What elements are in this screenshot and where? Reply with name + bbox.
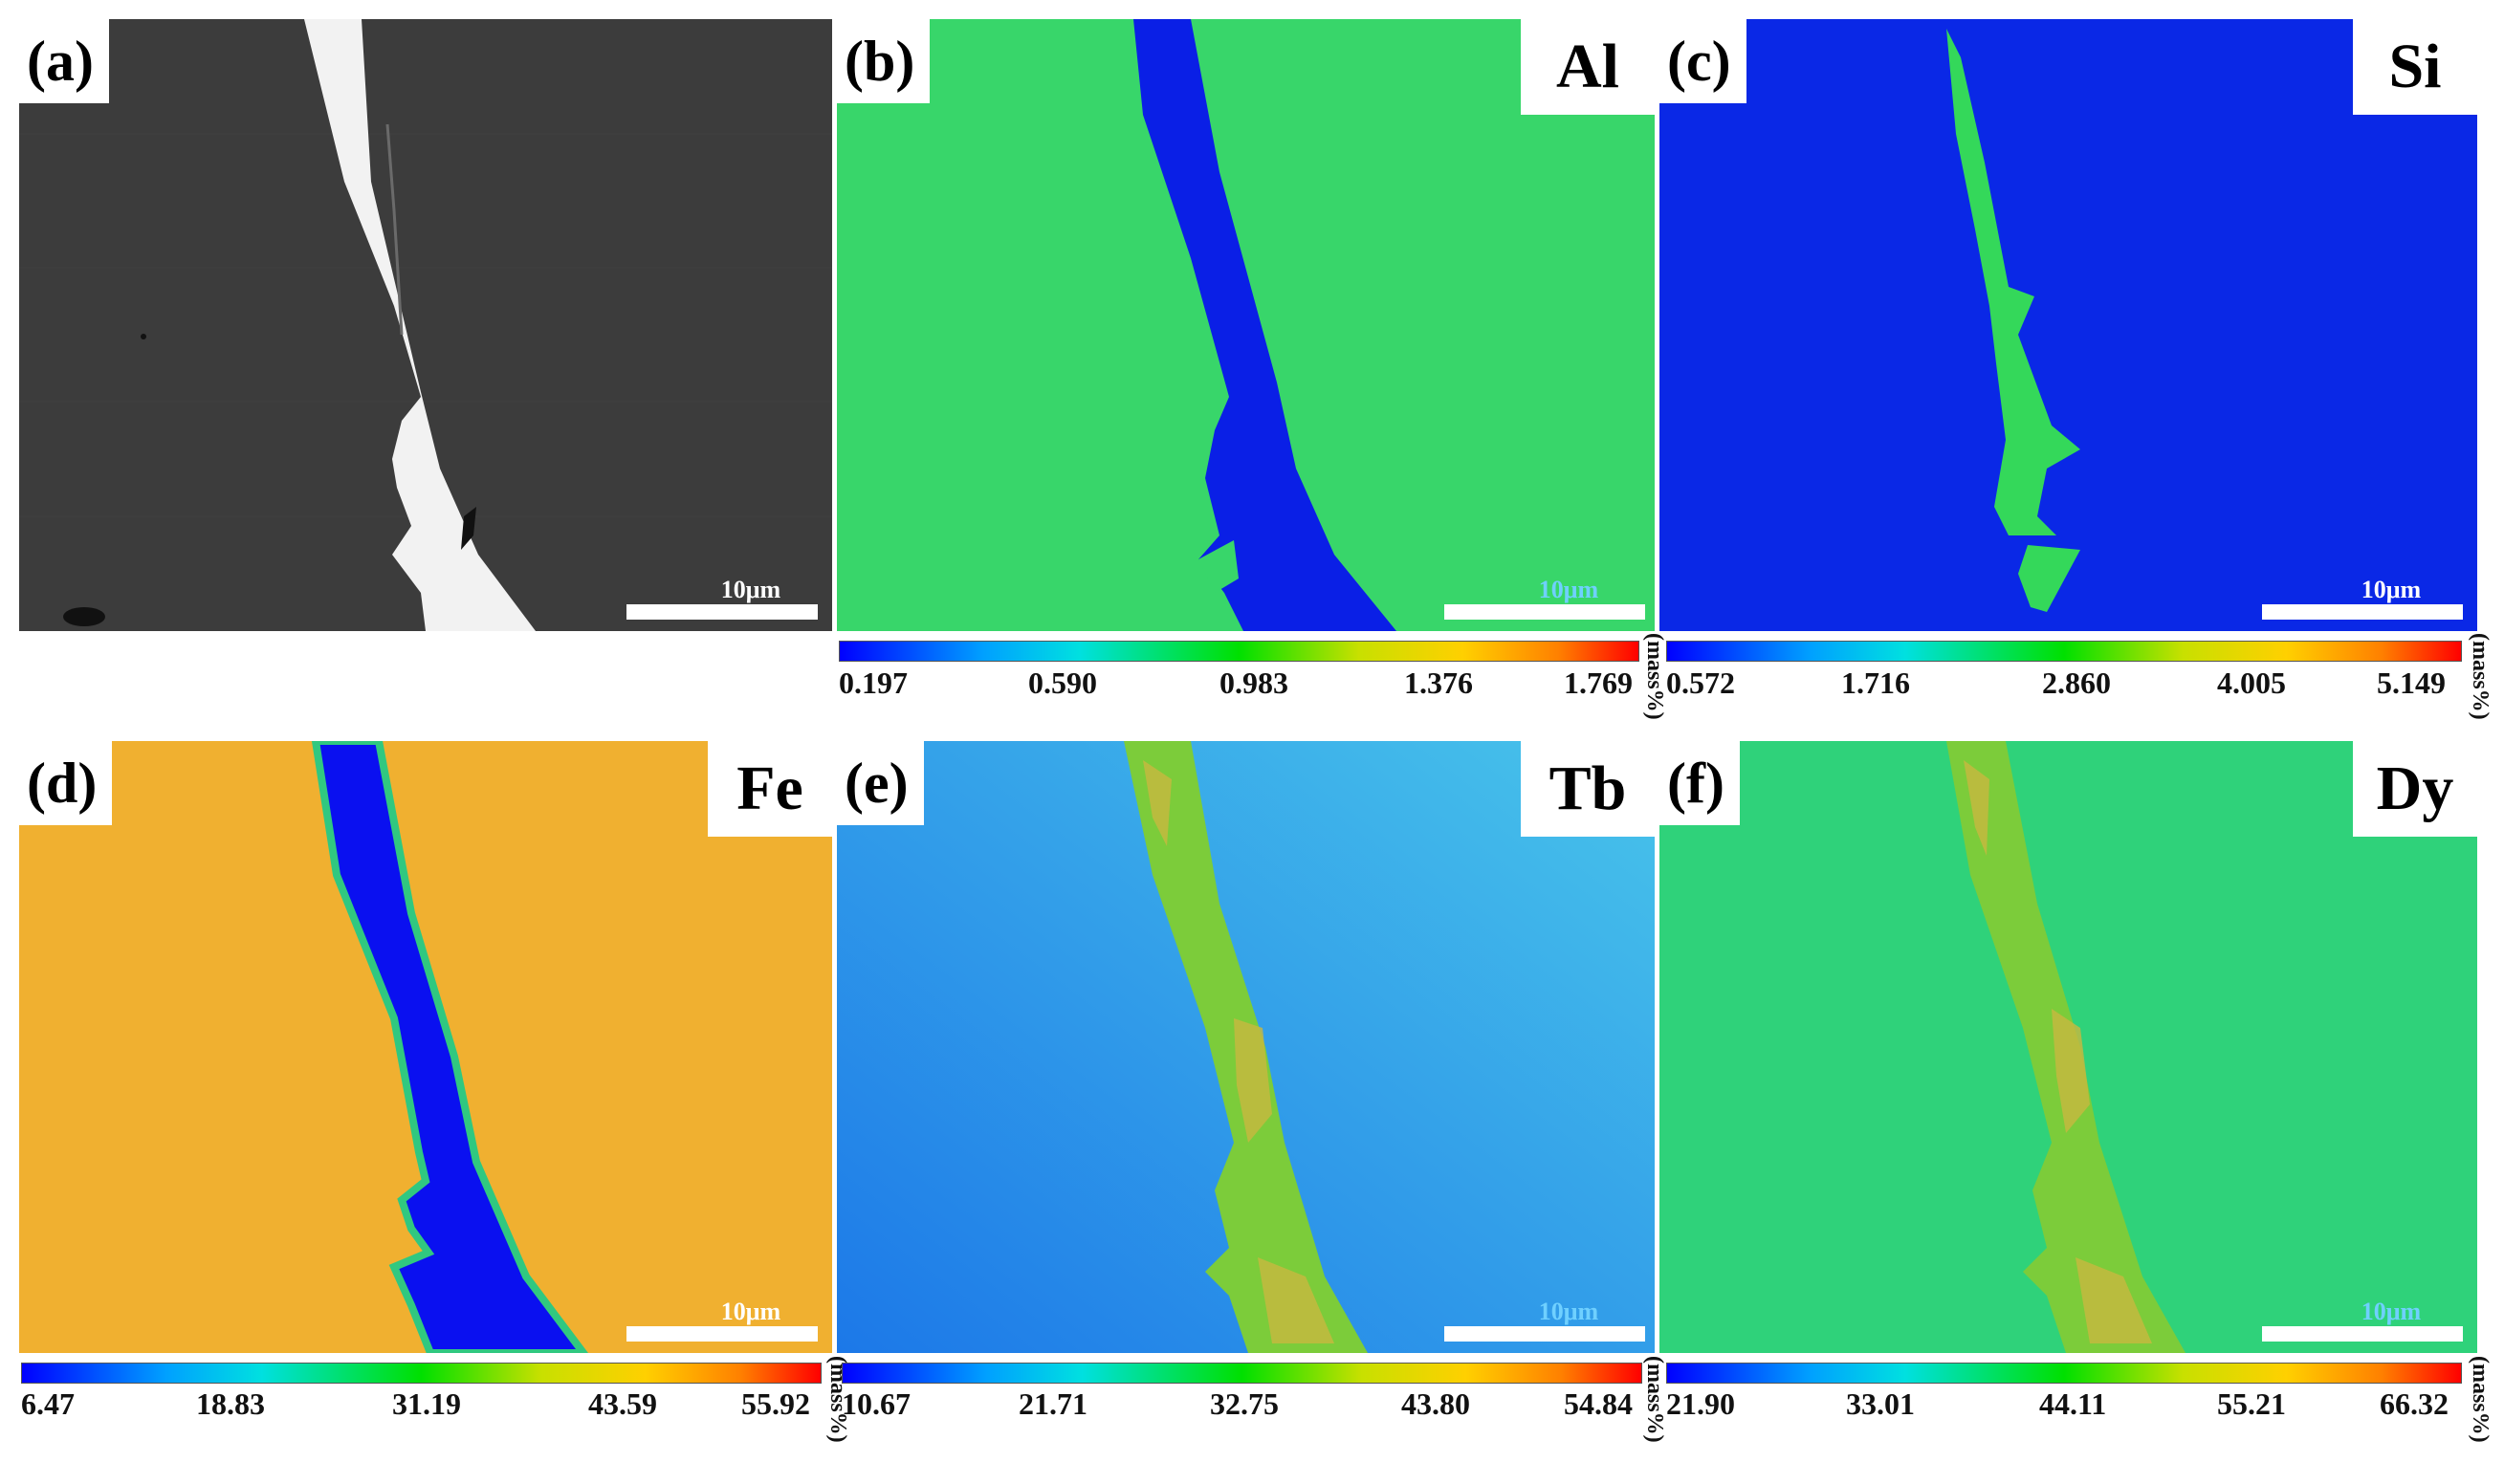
- panel-label: (c): [1659, 19, 1746, 103]
- scale-bar-label: 10μm: [2361, 1298, 2422, 1325]
- si-colorbar: [1666, 641, 2462, 662]
- al-colorbar-tick: 0.590: [1028, 666, 1097, 700]
- dy-map-panel: (f) Dy 10μm: [1659, 741, 2477, 1353]
- scale-bar-label: 10μm: [720, 576, 781, 603]
- si-map-panel: (c) Si 10μm: [1659, 19, 2477, 631]
- al-colorbar-tick: 0.983: [1219, 666, 1288, 700]
- tb-map-panel: (e) Tb 10μm: [837, 741, 1655, 1353]
- al-colorbar-tick: 1.769: [1564, 666, 1633, 700]
- tb-colorbar-tick: 21.71: [1019, 1386, 1087, 1421]
- fe-elemental-map: [19, 741, 832, 1353]
- si-colorbar-tick: 1.716: [1841, 666, 1910, 700]
- fe-colorbar-tick: 43.59: [588, 1386, 657, 1421]
- si-colorbar-tick: 0.572: [1666, 666, 1735, 700]
- scale-bar-label: 10μm: [2361, 576, 2422, 603]
- fe-colorbar-tick: 18.83: [196, 1386, 265, 1421]
- fe-map-panel: (d) Fe 10μm: [19, 741, 832, 1353]
- dy-colorbar-unit: (mass%): [2468, 1356, 2493, 1443]
- si-colorbar-tick: 5.149: [2377, 666, 2446, 700]
- element-label: Fe: [708, 741, 832, 837]
- al-elemental-map: [837, 19, 1655, 631]
- tb-colorbar-tick: 32.75: [1210, 1386, 1279, 1421]
- si-elemental-map: [1659, 19, 2477, 631]
- tb-colorbar-tick: 54.84: [1564, 1386, 1633, 1421]
- fe-colorbar-tick: 55.92: [741, 1386, 810, 1421]
- dy-colorbar-tick: 33.01: [1846, 1386, 1915, 1421]
- scale-bar: [626, 1326, 818, 1342]
- panel-label: (d): [19, 741, 113, 825]
- dy-colorbar-tick: 55.21: [2217, 1386, 2286, 1421]
- dy-colorbar: [1666, 1363, 2462, 1384]
- panel-label: (b): [837, 19, 931, 103]
- tb-elemental-map: [837, 741, 1655, 1353]
- fe-colorbar: [21, 1363, 822, 1384]
- panel-label: (f): [1659, 741, 1740, 825]
- scale-bar: [1444, 604, 1645, 620]
- al-map-panel: (b) Al 10μm: [837, 19, 1655, 631]
- panel-label: (a): [19, 19, 109, 103]
- scale-bar-label: 10μm: [1538, 1298, 1599, 1325]
- dy-colorbar-tick: 44.11: [2039, 1386, 2107, 1421]
- sem-micrograph: [19, 19, 832, 631]
- scale-bar: [2262, 604, 2463, 620]
- si-colorbar-tick: 4.005: [2217, 666, 2286, 700]
- si-colorbar-unit: (mass%): [2468, 633, 2493, 720]
- al-colorbar-unit: (mass%): [1642, 633, 1667, 720]
- scale-bar: [2262, 1326, 2463, 1342]
- scale-bar-label: 10μm: [720, 1298, 781, 1325]
- fe-colorbar-tick: 6.47: [21, 1386, 75, 1421]
- fe-colorbar-tick: 31.19: [392, 1386, 461, 1421]
- dy-colorbar-tick: 21.90: [1666, 1386, 1735, 1421]
- tb-colorbar-tick: 10.67: [842, 1386, 911, 1421]
- tb-colorbar: [842, 1363, 1642, 1384]
- al-colorbar-tick: 0.197: [839, 666, 908, 700]
- element-label: Si: [2353, 19, 2477, 115]
- al-colorbar: [839, 641, 1639, 662]
- si-colorbar-tick: 2.860: [2042, 666, 2111, 700]
- scale-bar: [1444, 1326, 1645, 1342]
- tb-colorbar-tick: 43.80: [1401, 1386, 1470, 1421]
- sem-image-panel: (a) 10μm: [19, 19, 832, 631]
- panel-label: (e): [837, 741, 924, 825]
- dy-colorbar-tick: 66.32: [2380, 1386, 2449, 1421]
- dy-elemental-map: [1659, 741, 2477, 1353]
- element-label: Tb: [1521, 741, 1655, 837]
- tb-colorbar-unit: (mass%): [1642, 1356, 1667, 1443]
- element-label: Al: [1521, 19, 1655, 115]
- element-label: Dy: [2353, 741, 2477, 837]
- scale-bar: [626, 604, 818, 620]
- al-colorbar-tick: 1.376: [1404, 666, 1473, 700]
- scale-bar-label: 10μm: [1538, 576, 1599, 603]
